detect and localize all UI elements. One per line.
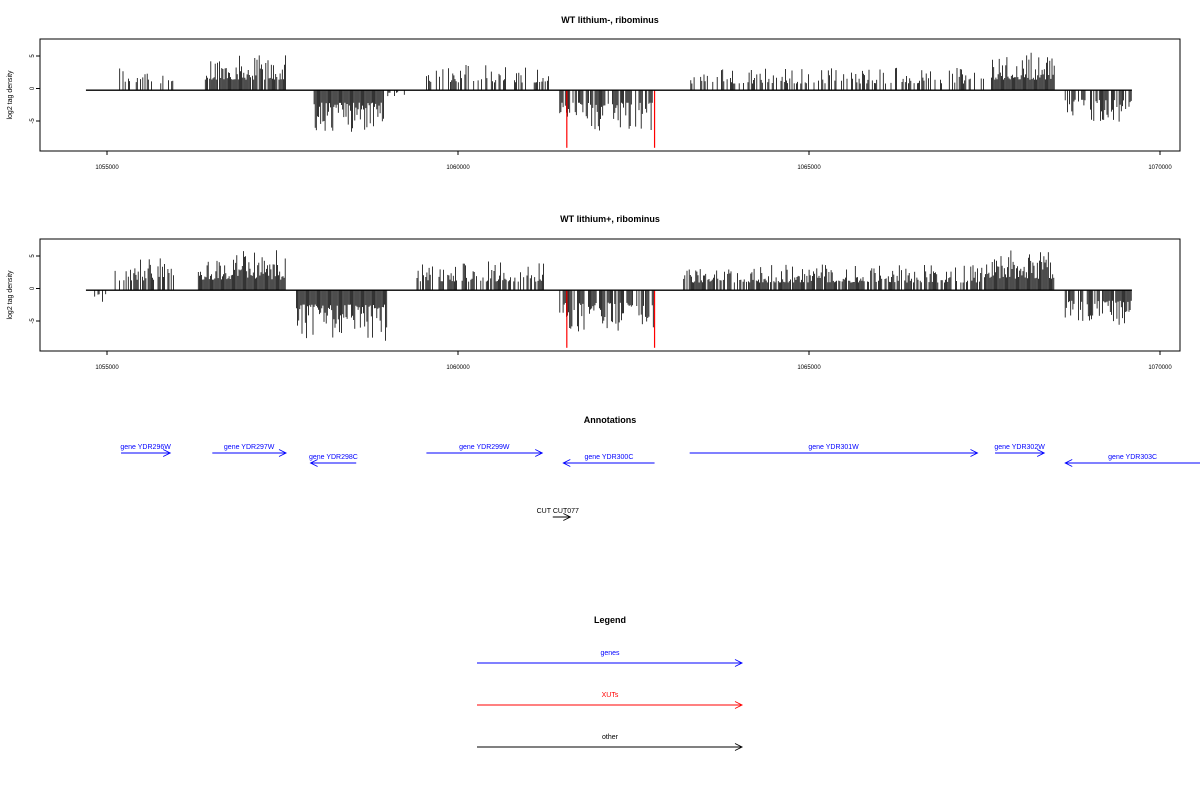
y-tick-label: 0	[30, 286, 36, 290]
y-tick-label: 5	[30, 54, 36, 58]
legend-arrowhead	[734, 659, 744, 667]
feature-arrowhead	[162, 449, 172, 457]
bar-series	[119, 52, 1132, 148]
y-axis-label: log2 tag density	[7, 270, 14, 320]
feature-label: gene YDR302W	[994, 444, 1045, 451]
axis-ticks: 5 0 -5 1055000 1060000 1065000 1070000	[30, 54, 1172, 171]
panel-lithium-minus: WT lithium-, ribominus log2 tag density …	[7, 15, 1181, 171]
y-tick-label: -5	[30, 118, 36, 124]
feature-arrowhead	[563, 513, 572, 521]
y-axis-label: log2 tag density	[7, 70, 14, 120]
x-tick-label: 1055000	[95, 165, 119, 171]
x-tick-label: 1060000	[446, 365, 470, 371]
legend-label: XUTs	[602, 692, 619, 699]
x-tick-label: 1060000	[446, 165, 470, 171]
x-tick-label: 1070000	[1148, 365, 1172, 371]
axis-ticks: 5 0 -5 1055000 1060000 1065000 1070000	[30, 254, 1172, 371]
feature-label: gene YDR297W	[224, 444, 275, 451]
feature-arrowhead	[562, 459, 571, 467]
feature-arrowhead	[309, 459, 318, 467]
panel-lithium-plus: WT lithium+, ribominus log2 tag density …	[7, 214, 1181, 371]
bar-series	[94, 250, 1132, 348]
y-tick-label: -5	[30, 318, 36, 324]
feature-arrowhead	[1036, 449, 1046, 457]
feature-arrowhead	[1064, 459, 1073, 467]
legend: Legend genes XUTs other	[477, 615, 744, 751]
feature-arrowhead	[278, 449, 288, 457]
feature-label: gene YDR301W	[808, 444, 859, 451]
plot-frame	[39, 38, 1181, 152]
legend-label: other	[602, 734, 619, 741]
annotation-track: Annotations gene YDR296W gene YDR297W gene…	[120, 415, 1200, 521]
x-tick-label: 1055000	[95, 365, 119, 371]
panel-title: WT lithium+, ribominus	[560, 214, 660, 224]
x-tick-label: 1070000	[1148, 165, 1172, 171]
annotations-title: Annotations	[584, 415, 637, 425]
feature-label: gene YDR300C	[584, 454, 633, 461]
feature-label: gene YDR303C	[1108, 454, 1157, 461]
feature-arrowhead	[535, 449, 544, 457]
panel-title: WT lithium-, ribominus	[561, 15, 659, 25]
feature-arrowhead	[970, 449, 979, 457]
feature-label: CUT CUT077	[537, 508, 579, 515]
plot-frame	[39, 238, 1181, 352]
legend-arrowhead	[734, 743, 744, 751]
feature-label: gene YDR299W	[459, 444, 510, 451]
x-tick-label: 1065000	[797, 365, 821, 371]
y-tick-label: 5	[30, 254, 36, 258]
feature-label: gene YDR298C	[309, 454, 358, 461]
legend-title: Legend	[594, 615, 626, 625]
feature-label: gene YDR296W	[120, 444, 171, 451]
legend-label: genes	[600, 650, 620, 657]
legend-arrowhead	[734, 701, 744, 709]
x-tick-label: 1065000	[797, 165, 821, 171]
y-tick-label: 0	[30, 86, 36, 90]
